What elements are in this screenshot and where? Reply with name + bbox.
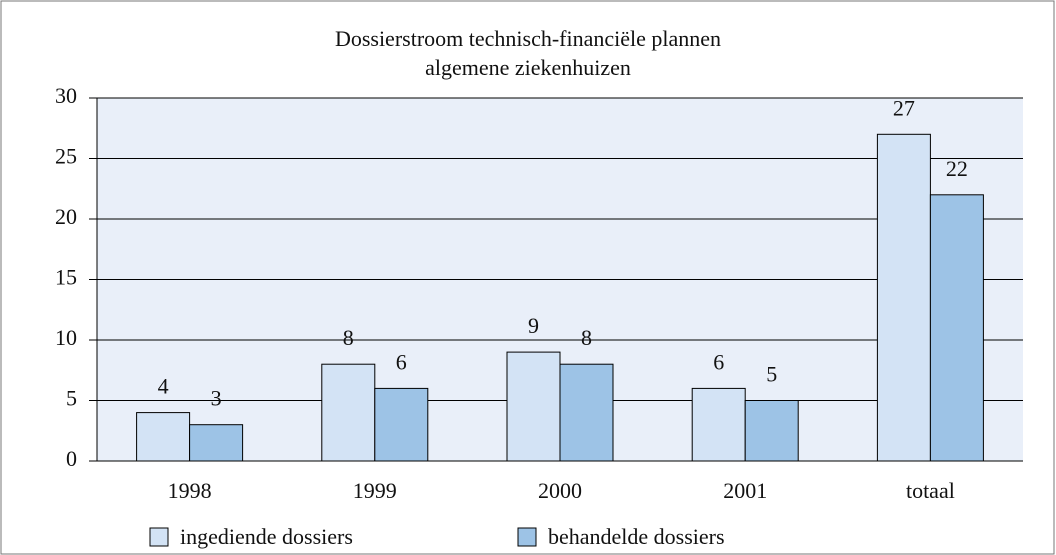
legend-label: ingediende dossiers — [180, 524, 353, 549]
y-tick-label: 20 — [55, 204, 77, 229]
y-tick-label: 30 — [55, 83, 77, 108]
legend-swatch — [149, 527, 169, 547]
legend-swatch — [517, 527, 537, 547]
bar — [691, 387, 746, 462]
chart-title: Dossierstroom technisch-financiële plann… — [335, 26, 721, 51]
bar — [374, 387, 429, 462]
data-label: 8 — [343, 325, 354, 350]
data-label: 3 — [211, 386, 222, 411]
x-tick-label: 1998 — [168, 478, 212, 503]
bar — [189, 424, 244, 462]
x-tick-label: 1999 — [353, 478, 397, 503]
y-tick-label: 5 — [66, 386, 77, 411]
x-tick-label: 2000 — [538, 478, 582, 503]
y-tick-label: 0 — [66, 446, 77, 471]
data-label: 5 — [766, 362, 777, 387]
bar — [744, 400, 799, 462]
data-label: 6 — [396, 349, 407, 374]
y-tick-label: 10 — [55, 325, 77, 350]
bar — [136, 412, 191, 462]
data-label: 8 — [581, 325, 592, 350]
y-tick-label: 15 — [55, 265, 77, 290]
y-tick-label: 25 — [55, 144, 77, 169]
bar — [559, 363, 614, 462]
bar — [929, 194, 984, 462]
bar — [506, 351, 561, 462]
data-label: 27 — [893, 95, 915, 120]
data-label: 9 — [528, 313, 539, 338]
bar — [876, 133, 931, 462]
x-tick-label: 2001 — [723, 478, 767, 503]
chart-title: algemene ziekenhuizen — [425, 55, 631, 80]
data-label: 6 — [713, 349, 724, 374]
legend-label: behandelde dossiers — [548, 524, 725, 549]
data-label: 22 — [946, 156, 968, 181]
data-label: 4 — [158, 374, 169, 399]
x-tick-label: totaal — [906, 478, 955, 503]
bar — [321, 363, 376, 462]
